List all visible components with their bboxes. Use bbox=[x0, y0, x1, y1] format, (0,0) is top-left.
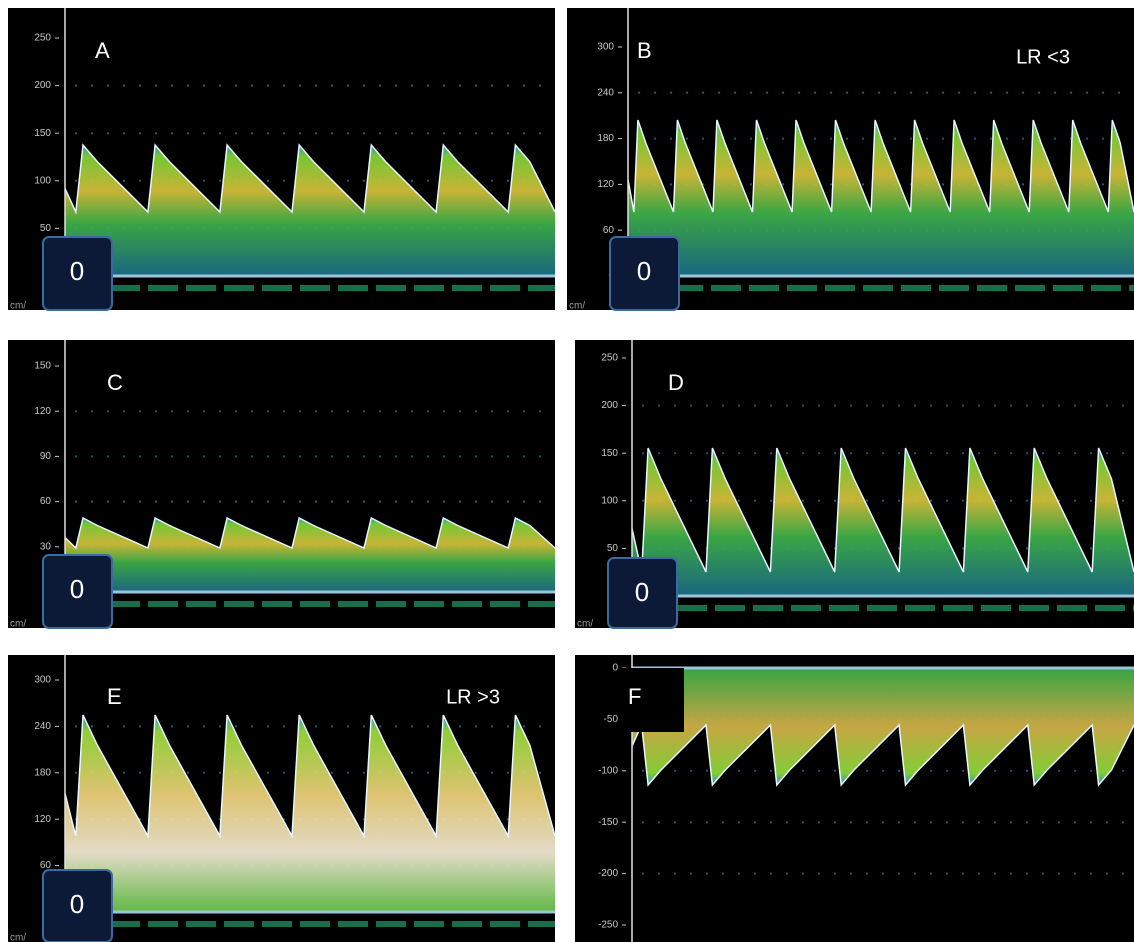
spectral-waveform bbox=[65, 715, 555, 912]
zero-box bbox=[609, 236, 680, 311]
tick-label: 180 bbox=[597, 133, 614, 144]
lr-note: LR >3 bbox=[446, 686, 500, 708]
waveform-envelope bbox=[64, 143, 556, 215]
label-box bbox=[618, 668, 684, 732]
unit-label: cm/ bbox=[10, 933, 26, 942]
zero-box-text: 0 bbox=[637, 256, 651, 286]
tick-label: 300 bbox=[34, 675, 51, 686]
waveform-envelope bbox=[64, 516, 556, 550]
lr-note: LR <3 bbox=[1016, 46, 1070, 68]
tick-label: -250 bbox=[598, 920, 618, 931]
zero-box-text: 0 bbox=[70, 889, 84, 919]
tick-label: 30 bbox=[40, 541, 52, 552]
tick-label: 50 bbox=[40, 223, 52, 234]
tick-label: 240 bbox=[597, 87, 614, 98]
doppler-panel: 1501209060300cm/C0 bbox=[8, 340, 556, 630]
tick-label: 150 bbox=[34, 361, 51, 372]
spectral-waveform bbox=[65, 518, 555, 592]
tick-label: 90 bbox=[40, 451, 52, 462]
waveform-envelope bbox=[631, 722, 1134, 787]
zero-box bbox=[607, 557, 678, 629]
tick-label: 250 bbox=[601, 353, 618, 364]
doppler-panel: 300240180120600cm/ELR >30 bbox=[8, 655, 556, 942]
zero-box bbox=[42, 554, 113, 629]
tick-label: 60 bbox=[603, 225, 615, 236]
unit-label: cm/ bbox=[577, 619, 593, 630]
tick-label: 300 bbox=[597, 42, 614, 53]
tick-label: 200 bbox=[34, 80, 51, 91]
unit-label: cm/ bbox=[10, 301, 26, 312]
panel-label: C bbox=[107, 370, 123, 395]
doppler-panel: 0 -50 -100 -150 -200 -250 F bbox=[575, 655, 1134, 942]
panel-label: E bbox=[107, 684, 122, 709]
doppler-panel: 250200150100500cm/A0 bbox=[8, 8, 556, 312]
tick-label: 150 bbox=[34, 128, 51, 139]
tick-label: -100 bbox=[598, 765, 618, 776]
doppler-panel: 250200150100500cm/D0 bbox=[575, 340, 1134, 630]
tick-label: 250 bbox=[34, 33, 51, 44]
panel-label: F bbox=[628, 684, 641, 709]
tick-label: 120 bbox=[34, 814, 51, 825]
spectral-waveform bbox=[632, 448, 1134, 596]
tick-label: 150 bbox=[601, 448, 618, 459]
zero-box-text: 0 bbox=[635, 577, 649, 607]
tick-label: 60 bbox=[40, 496, 52, 507]
zero-box bbox=[42, 236, 113, 311]
zero-box bbox=[42, 869, 113, 942]
waveform-envelope bbox=[631, 447, 1134, 573]
unit-label: cm/ bbox=[569, 301, 585, 312]
spectral-waveform bbox=[632, 668, 1134, 785]
panel-label: B bbox=[637, 38, 652, 63]
tick-label: 60 bbox=[40, 860, 52, 871]
doppler-panel: 300240180120600cm/BLR <30 bbox=[567, 8, 1134, 312]
panel-label: A bbox=[95, 38, 110, 63]
tick-label: -150 bbox=[598, 817, 618, 828]
tick-label: 240 bbox=[34, 721, 51, 732]
zero-box-text: 0 bbox=[70, 256, 84, 286]
tick-label: 0 bbox=[612, 663, 618, 674]
spectral-waveform bbox=[65, 145, 555, 276]
tick-label: 50 bbox=[607, 543, 619, 554]
panel-label: D bbox=[668, 370, 684, 395]
tick-label: 120 bbox=[34, 406, 51, 417]
tick-label: 180 bbox=[34, 767, 51, 778]
tick-label: 120 bbox=[597, 179, 614, 190]
tick-label: 100 bbox=[601, 495, 618, 506]
tick-label: -50 bbox=[604, 714, 619, 725]
zero-box-text: 0 bbox=[70, 574, 84, 604]
waveform-envelope bbox=[64, 714, 556, 839]
unit-label: cm/ bbox=[10, 619, 26, 630]
tick-label: -200 bbox=[598, 868, 618, 879]
tick-label: 200 bbox=[601, 400, 618, 411]
tick-label: 100 bbox=[34, 175, 51, 186]
waveform-envelope bbox=[627, 119, 1134, 213]
